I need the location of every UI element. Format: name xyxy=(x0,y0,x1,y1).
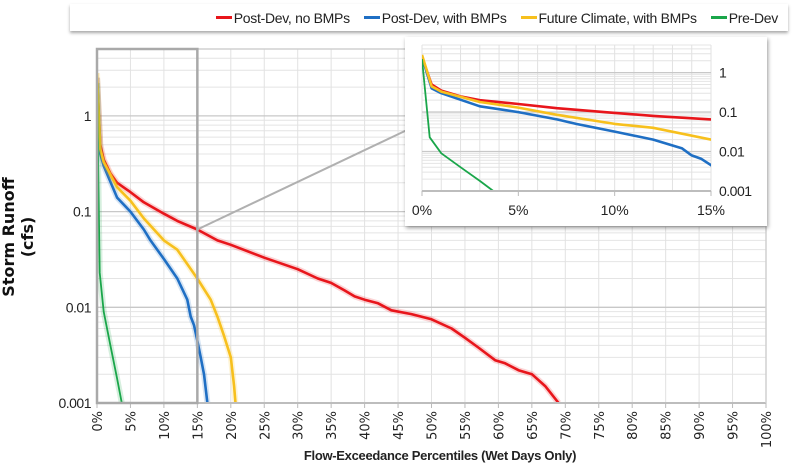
legend-swatch xyxy=(520,16,537,19)
legend-swatch xyxy=(710,16,727,19)
legend-item: Post-Dev, no BMPs xyxy=(215,9,350,26)
y-tick-label: 0.01 xyxy=(66,299,92,315)
x-tick-label: 0% xyxy=(91,411,106,432)
legend-swatch xyxy=(363,16,380,19)
x-tick-label: 30% xyxy=(292,411,307,440)
y-tick-label: 0.001 xyxy=(58,395,91,411)
series-line-post-dev-no-bmps xyxy=(97,77,560,403)
y-tick-label: 0.1 xyxy=(719,104,738,120)
series-line-post-dev-with-bmps xyxy=(422,56,711,167)
series-line-pre-dev xyxy=(422,59,494,191)
x-tick-label: 25% xyxy=(258,411,273,440)
x-tick-label: 50% xyxy=(426,411,441,440)
series-line-post-dev-no-bmps xyxy=(422,56,711,121)
zoom-connector-line xyxy=(196,129,408,231)
y-tick-label: 0.1 xyxy=(73,204,92,220)
zoom-region-box xyxy=(95,47,199,405)
legend-label: Future Climate, with BMPs xyxy=(538,9,698,26)
x-tick-label: 80% xyxy=(626,411,641,440)
series-line-pre-dev xyxy=(97,83,123,403)
x-tick-label: 15% xyxy=(697,202,725,218)
x-tick-label: 0% xyxy=(412,202,432,218)
y-tick-label: 1 xyxy=(84,108,92,124)
series-line-future-climate-with-bmps xyxy=(97,73,237,403)
series-line-post-dev-with-bmps xyxy=(97,77,209,403)
x-tick-label: 20% xyxy=(225,411,240,440)
legend-label: Post-Dev, with BMPs xyxy=(381,9,507,26)
legend-item: Pre-Dev xyxy=(710,9,779,26)
x-axis-title: Flow-Exceedance Percentiles (Wet Days On… xyxy=(303,448,577,463)
legend-item: Post-Dev, with BMPs xyxy=(363,9,507,26)
x-tick-label: 85% xyxy=(660,411,675,440)
x-tick-label: 10% xyxy=(601,202,629,218)
x-tick-label: 40% xyxy=(359,411,374,440)
x-tick-label: 95% xyxy=(727,411,742,440)
y-tick-label: 1 xyxy=(719,65,727,81)
x-tick-label: 65% xyxy=(526,411,541,440)
legend: Post-Dev, no BMPs Post-Dev, with BMPs Futu… xyxy=(70,4,788,31)
y-tick-label: 0.001 xyxy=(719,183,752,199)
x-tick-label: 75% xyxy=(593,411,608,440)
legend-label: Pre-Dev xyxy=(728,9,779,26)
legend-label: Post-Dev, no BMPs xyxy=(233,9,350,26)
legend-swatch xyxy=(215,16,232,19)
x-tick-label: 70% xyxy=(559,411,574,440)
x-tick-label: 10% xyxy=(158,411,173,440)
x-tick-label: 45% xyxy=(392,411,407,440)
series-line-future-climate-with-bmps xyxy=(422,54,711,141)
x-tick-label: 60% xyxy=(492,411,507,440)
x-tick-label: 90% xyxy=(693,411,708,440)
x-tick-label: 5% xyxy=(508,202,528,218)
x-tick-label: 100% xyxy=(760,411,775,448)
x-tick-label: 35% xyxy=(325,411,340,440)
inset-panel xyxy=(405,37,767,226)
x-tick-label: 5% xyxy=(124,411,139,432)
legend-item: Future Climate, with BMPs xyxy=(520,9,698,26)
y-tick-label: 0.01 xyxy=(719,144,745,160)
x-tick-label: 15% xyxy=(191,411,206,440)
x-tick-label: 55% xyxy=(459,411,474,440)
